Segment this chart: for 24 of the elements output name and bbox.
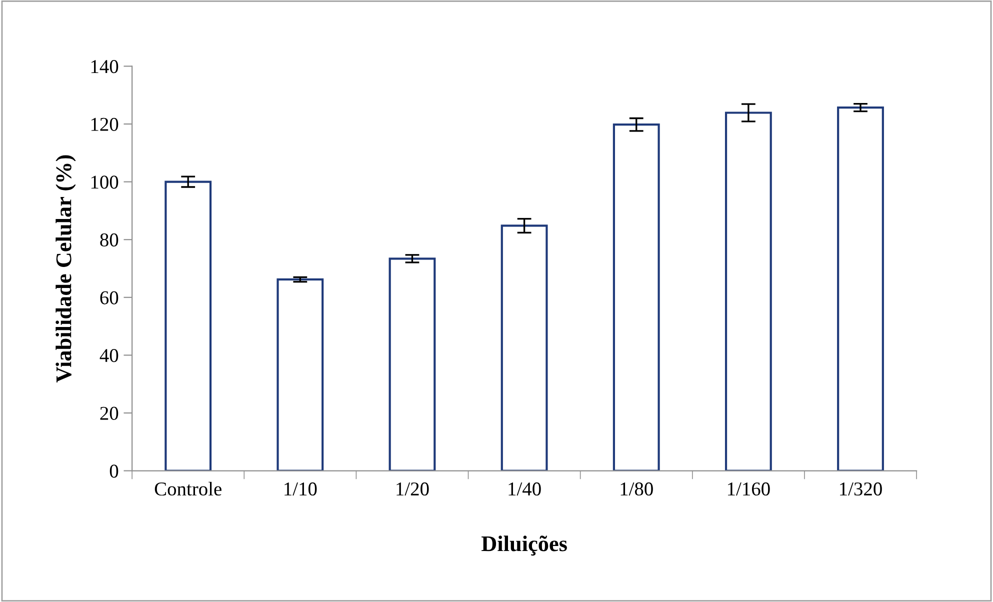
bar — [276, 278, 324, 471]
y-tick-label: 20 — [100, 406, 118, 420]
x-tick-label: 1/160 — [728, 482, 770, 496]
y-tick-label: 40 — [100, 348, 118, 362]
x-tick-label: 1/320 — [840, 482, 882, 496]
bar — [612, 124, 660, 471]
bar — [164, 180, 212, 471]
y-tick-label: 140 — [91, 60, 118, 74]
x-tick-label: 1/20 — [396, 482, 429, 496]
y-tick-label: 120 — [91, 118, 118, 131]
x-tick-label: 1/10 — [284, 482, 317, 496]
bar — [388, 258, 436, 471]
y-tick-label: 60 — [100, 291, 118, 304]
y-tick-label: 100 — [91, 176, 118, 189]
bar — [724, 112, 772, 471]
x-tick-label: 1/80 — [620, 482, 653, 496]
y-tick-label: 0 — [110, 464, 118, 478]
x-tick-label: 1/40 — [508, 482, 541, 496]
y-axis-title: Viabilidade Celular (%) — [56, 155, 76, 382]
bar — [837, 106, 884, 471]
x-axis-title: Diluições — [481, 536, 567, 556]
x-tick-label: Controle — [154, 482, 222, 496]
bar — [500, 224, 548, 471]
y-tick-label: 80 — [100, 233, 118, 247]
